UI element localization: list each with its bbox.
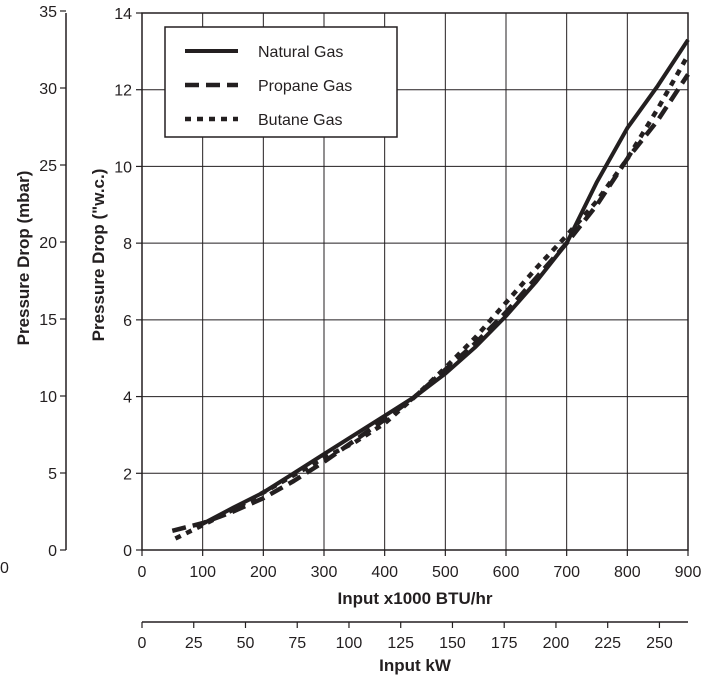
plot-area-frame — [141, 12, 689, 551]
x2-axis-ticks: 0 25 50 75 100 125 150 175 200 225 250 — [138, 622, 673, 652]
series-line-propane-gas — [171, 73, 690, 533]
y2-tick-label-5: 5 — [48, 466, 57, 483]
y-axis-title: Pressure Drop ("w.c.) — [89, 169, 108, 342]
y2-axis-ticks: 0 5 10 15 20 25 30 35 — [39, 4, 66, 560]
y2-tick-label-10: 10 — [39, 389, 57, 406]
x-tick-label-300: 300 — [311, 564, 338, 581]
x-tick-label-100: 100 — [189, 564, 216, 581]
y-tick-label-12: 12 — [114, 83, 132, 100]
x-tick-label-200: 200 — [250, 564, 277, 581]
y2-tick-label-20: 20 — [39, 235, 57, 252]
x-tick-label-0: 0 — [138, 564, 147, 581]
legend-label-propane-gas: Propane Gas — [258, 78, 352, 95]
y-tick-label-2: 2 — [123, 466, 132, 483]
y2-extra-zero-label: 0 — [0, 560, 9, 577]
y2-tick-label-25: 25 — [39, 158, 57, 175]
x2-tick-label-150: 150 — [439, 635, 466, 652]
y-axis-ticks: 0 2 4 6 8 10 12 14 — [114, 6, 142, 560]
legend-label-natural-gas: Natural Gas — [258, 44, 343, 61]
y-tick-label-14: 14 — [114, 6, 132, 23]
legend: Natural Gas Propane Gas Butane Gas — [164, 26, 398, 138]
x2-tick-label-125: 125 — [387, 635, 414, 652]
x2-tick-label-75: 75 — [288, 635, 306, 652]
series-line-butane-gas — [174, 54, 690, 541]
x2-axis-title: Input kW — [379, 656, 452, 675]
x-tick-label-800: 800 — [614, 564, 641, 581]
y-tick-label-0: 0 — [123, 543, 132, 560]
x2-tick-label-50: 50 — [237, 635, 255, 652]
y-tick-label-10: 10 — [114, 159, 132, 176]
x-tick-label-700: 700 — [553, 564, 580, 581]
x-axis-title: Input x1000 BTU/hr — [338, 589, 493, 608]
x2-tick-label-250: 250 — [646, 635, 673, 652]
y2-tick-label-0: 0 — [48, 543, 57, 560]
x2-tick-label-225: 225 — [594, 635, 621, 652]
y-tick-label-6: 6 — [123, 313, 132, 330]
x-tick-label-400: 400 — [371, 564, 398, 581]
x2-tick-label-200: 200 — [543, 635, 570, 652]
y2-axis-title: Pressure Drop (mbar) — [14, 171, 33, 346]
x2-tick-label-0: 0 — [138, 635, 147, 652]
legend-label-butane-gas: Butane Gas — [258, 112, 343, 129]
x2-tick-label-100: 100 — [336, 635, 363, 652]
x-tick-label-600: 600 — [493, 564, 520, 581]
x-tick-label-500: 500 — [432, 564, 459, 581]
x-tick-label-900: 900 — [675, 564, 702, 581]
x2-tick-label-175: 175 — [491, 635, 518, 652]
legend-box — [164, 26, 398, 138]
y-tick-label-4: 4 — [123, 390, 132, 407]
x-axis-ticks: 0 100 200 300 400 500 600 700 800 900 — [138, 550, 702, 581]
y2-tick-label-15: 15 — [39, 312, 57, 329]
y-tick-label-8: 8 — [123, 236, 132, 253]
x2-tick-label-25: 25 — [185, 635, 203, 652]
y2-tick-label-30: 30 — [39, 81, 57, 98]
series-layer — [171, 38, 690, 541]
y2-tick-label-35: 35 — [39, 4, 57, 21]
